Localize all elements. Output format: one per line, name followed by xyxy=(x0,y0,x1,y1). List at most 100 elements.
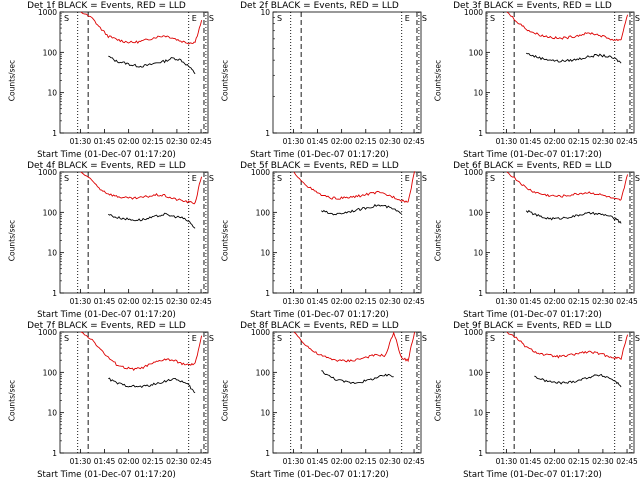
segment-marker-label: E xyxy=(618,14,623,23)
x-tick-label: 02:15 xyxy=(142,457,164,466)
x-tick-label: 02:00 xyxy=(544,137,566,146)
x-tick-label: 02:15 xyxy=(355,457,377,466)
x-tick-label: 02:30 xyxy=(379,297,401,306)
chart-title: Det 9f BLACK = Events, RED = LLD xyxy=(453,321,612,331)
y-tick-label: 10 xyxy=(47,249,57,258)
x-tick-label: 02:30 xyxy=(379,457,401,466)
events-series-line xyxy=(525,209,622,224)
x-axis-label: Start Time (01-Dec-07 01:17:20) xyxy=(37,470,176,480)
segment-marker-label: S xyxy=(209,14,214,23)
y-tick-label: 1 xyxy=(478,129,483,138)
events-series-line xyxy=(526,52,622,64)
x-tick-label: 02:00 xyxy=(331,297,353,306)
y-tick-label: 1000 xyxy=(38,328,57,337)
y-tick-label: 1000 xyxy=(38,168,57,177)
segment-marker-label: S xyxy=(422,334,427,343)
y-tick-label: 10 xyxy=(473,249,483,258)
x-tick-label: 02:45 xyxy=(190,297,212,306)
x-tick-label: 01:45 xyxy=(520,297,542,306)
segment-marker-label: S xyxy=(277,14,282,23)
x-tick-label: 01:30 xyxy=(283,137,305,146)
plot-frame xyxy=(272,11,422,134)
x-tick-label: 01:45 xyxy=(94,297,116,306)
chart-plot: 1 10 100 1000 01:30 01:45 02:00 02:15 02:30 02:45… xyxy=(464,168,640,306)
x-tick-label: 02:15 xyxy=(142,137,164,146)
lld-series-line xyxy=(80,171,203,205)
segment-marker-label: S xyxy=(422,174,427,183)
segment-marker-label: E xyxy=(618,174,623,183)
y-tick-label: 100 xyxy=(256,368,271,377)
segment-marker-label: E xyxy=(618,334,623,343)
x-tick-label: 02:30 xyxy=(379,137,401,146)
y-tick-label: 1 xyxy=(52,449,57,458)
x-tick-label: 01:30 xyxy=(283,457,305,466)
x-tick-label: 02:30 xyxy=(166,137,188,146)
x-tick-label: 01:30 xyxy=(496,137,518,146)
x-tick-label: 02:30 xyxy=(592,297,614,306)
x-tick-label: 02:15 xyxy=(568,457,590,466)
chart-plot: 1 10 100 1000 01:30 01:45 02:00 02:15 02:30 02:45… xyxy=(38,168,214,306)
y-tick-label: 10 xyxy=(260,409,270,418)
x-tick-label: 01:45 xyxy=(520,457,542,466)
y-tick-label: 1 xyxy=(265,449,270,458)
events-series-line xyxy=(108,55,196,75)
chart-panel-det-7: Det 7f BLACK = Events, RED = LLD Start Ti… xyxy=(0,320,214,480)
chart-plot: 1 10 100 1000 01:30 01:45 02:00 02:15 02:30 02:45… xyxy=(251,328,427,466)
events-series-line xyxy=(321,203,402,216)
plot-frame xyxy=(272,171,422,294)
x-tick-label: 02:15 xyxy=(568,137,590,146)
plot-frame xyxy=(485,331,635,454)
chart-plot: 1 10 100 1000 01:30 01:45 02:00 02:15 02:30 02:45… xyxy=(464,328,640,466)
lld-series-line xyxy=(80,331,203,371)
y-tick-label: 100 xyxy=(43,48,58,57)
y-tick-label: 1000 xyxy=(464,328,483,337)
x-tick-label: 01:45 xyxy=(307,137,329,146)
x-tick-label: 02:30 xyxy=(592,457,614,466)
x-tick-label: 01:30 xyxy=(70,457,92,466)
events-series-line xyxy=(321,370,394,384)
x-axis-label: Start Time (01-Dec-07 01:17:20) xyxy=(37,150,176,160)
segment-marker-label: S xyxy=(490,174,495,183)
lld-series-line xyxy=(80,11,203,45)
x-tick-label: 02:00 xyxy=(118,297,140,306)
y-tick-label: 10 xyxy=(473,409,483,418)
segment-marker-label: S xyxy=(490,334,495,343)
segment-marker-label: S xyxy=(209,174,214,183)
x-axis-label: Start Time (01-Dec-07 01:17:20) xyxy=(250,470,389,480)
x-tick-label: 02:45 xyxy=(403,137,425,146)
chart-title: Det 4f BLACK = Events, RED = LLD xyxy=(27,161,186,171)
x-tick-label: 01:30 xyxy=(70,297,92,306)
chart-title: Det 3f BLACK = Events, RED = LLD xyxy=(453,1,612,11)
y-tick-label: 1000 xyxy=(464,8,483,17)
chart-plot: 1 10 100 1000 01:30 01:45 02:00 02:15 02:30 02:45… xyxy=(38,8,214,146)
segment-marker-label: S xyxy=(635,174,640,183)
plot-frame xyxy=(272,331,422,454)
plot-frame xyxy=(485,171,635,294)
x-tick-label: 02:00 xyxy=(118,137,140,146)
chart-panel-det-3: Det 3f BLACK = Events, RED = LLD Start Ti… xyxy=(426,0,640,160)
segment-marker-label: S xyxy=(277,334,282,343)
chart-plot: 1 10 100 1000 01:30 01:45 02:00 02:15 02:30 02:45… xyxy=(251,168,427,306)
x-tick-label: 02:45 xyxy=(403,297,425,306)
chart-panel-det-8: Det 8f BLACK = Events, RED = LLD Start Ti… xyxy=(213,320,427,480)
x-tick-label: 01:45 xyxy=(520,137,542,146)
y-tick-label: 1000 xyxy=(251,328,270,337)
x-tick-label: 02:15 xyxy=(142,297,164,306)
x-axis-label: Start Time (01-Dec-07 01:17:20) xyxy=(463,470,602,480)
x-tick-label: 01:30 xyxy=(70,137,92,146)
x-tick-label: 02:15 xyxy=(568,297,590,306)
chart-plot: 1 10 100 1000 01:30 01:45 02:00 02:15 02:30 02:45… xyxy=(38,328,214,466)
events-series-line xyxy=(108,212,196,229)
events-series-line xyxy=(108,377,196,394)
x-axis-label: Start Time (01-Dec-07 01:17:20) xyxy=(463,150,602,160)
x-tick-label: 02:00 xyxy=(544,297,566,306)
y-tick-label: 1000 xyxy=(38,8,57,17)
x-tick-label: 01:30 xyxy=(496,297,518,306)
y-tick-label: 1 xyxy=(478,289,483,298)
x-tick-label: 02:30 xyxy=(166,457,188,466)
y-tick-label: 1 xyxy=(52,129,57,138)
segment-marker-label: S xyxy=(209,334,214,343)
x-axis-label: Start Time (01-Dec-07 01:17:20) xyxy=(37,310,176,320)
y-tick-label: 100 xyxy=(469,48,484,57)
segment-marker-label: S xyxy=(64,174,69,183)
